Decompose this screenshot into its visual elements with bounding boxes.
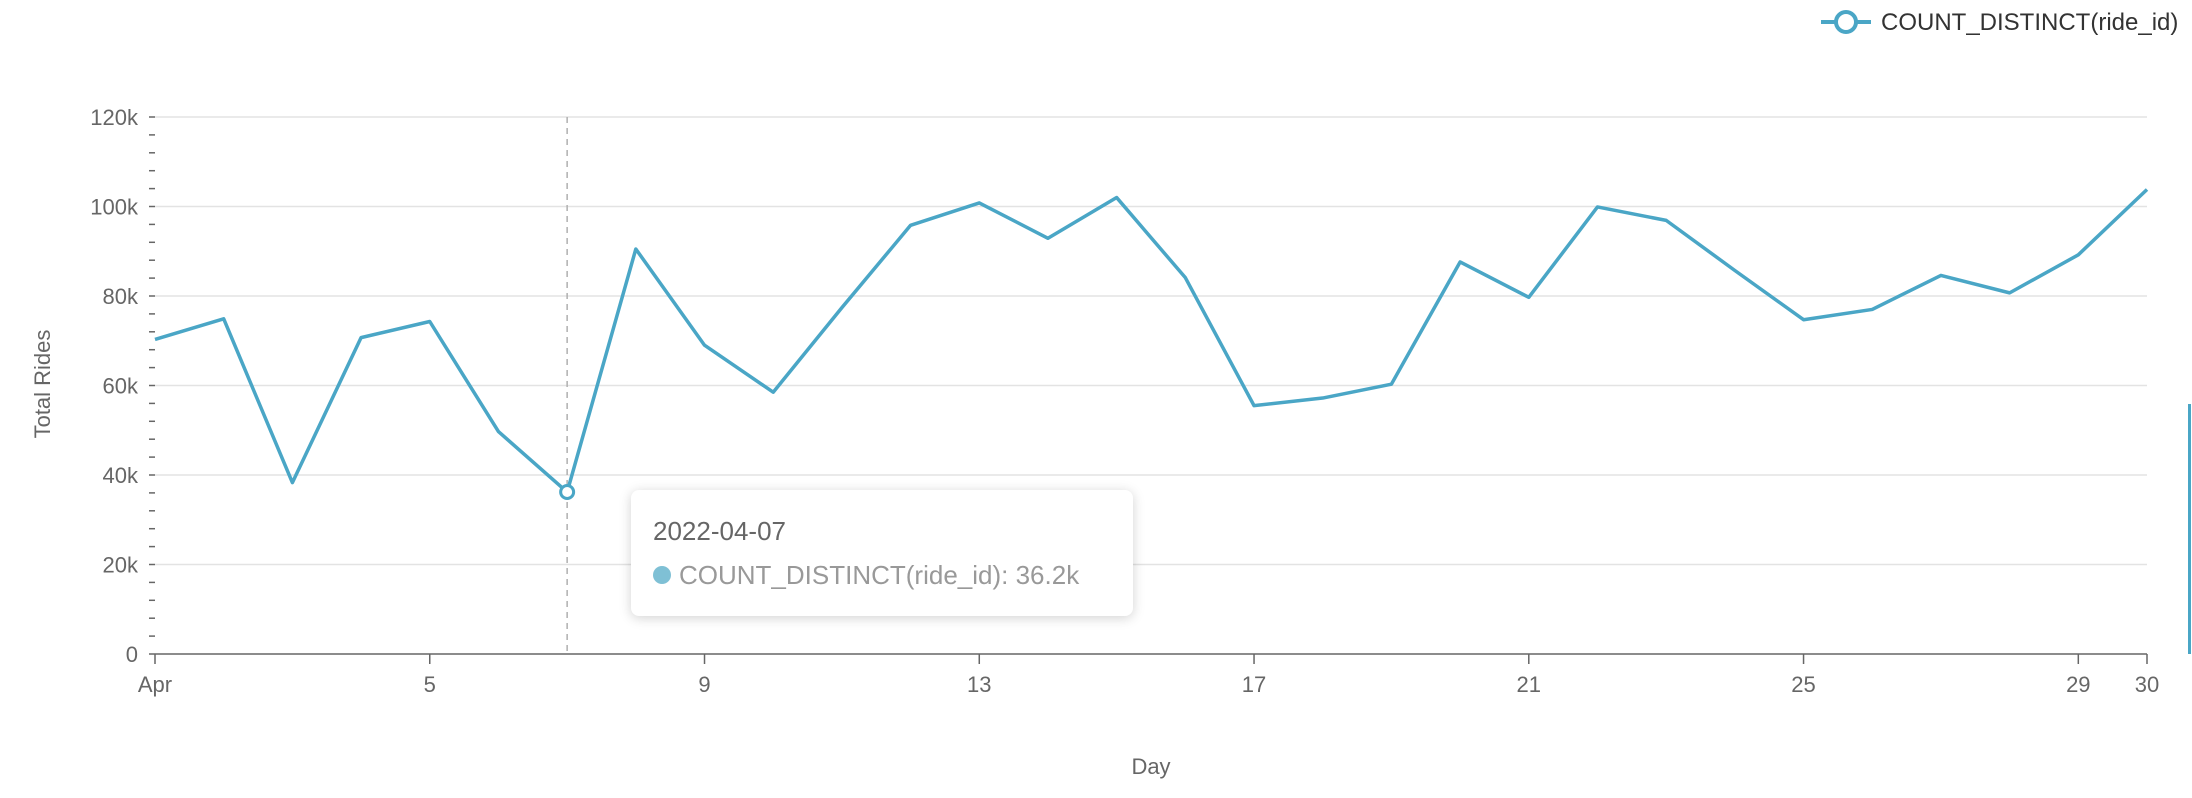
y-tick-label: 120k [90, 105, 139, 130]
y-tick-label: 60k [103, 374, 139, 399]
x-tick-label: 17 [1242, 672, 1266, 697]
x-tick-label: 29 [2066, 672, 2090, 697]
data-point[interactable] [970, 194, 988, 212]
y-tick-label: 100k [90, 195, 139, 220]
data-point[interactable] [283, 474, 301, 492]
data-point[interactable] [1520, 288, 1538, 306]
data-point[interactable] [1176, 269, 1194, 287]
tooltip-series-value: COUNT_DISTINCT(ride_id): 36.2k [679, 560, 1080, 590]
x-tick-label: 13 [967, 672, 991, 697]
legend[interactable]: COUNT_DISTINCT(ride_id) [1821, 9, 2178, 36]
x-tick-label: 5 [424, 672, 436, 697]
data-point[interactable] [1451, 253, 1469, 271]
series-line [154, 188, 2149, 494]
data-point[interactable] [352, 329, 370, 347]
x-tick-label: Apr [138, 672, 172, 697]
y-tick-label: 80k [103, 284, 139, 309]
series-layer [146, 180, 2156, 501]
legend-circle-icon [1834, 10, 1858, 34]
data-point[interactable] [902, 216, 920, 234]
y-axis-ticks: 0 20k 40k 60k 80k 100k 120k [90, 105, 155, 667]
data-point[interactable] [146, 330, 164, 348]
tooltip-title: 2022-04-07 [653, 516, 786, 546]
data-point[interactable] [2069, 246, 2087, 264]
data-point[interactable] [2138, 180, 2156, 198]
gridlines [155, 116, 2147, 566]
tooltip: 2022-04-07 COUNT_DISTINCT(ride_id): 36.2… [631, 490, 1133, 616]
highlighted-data-point[interactable] [559, 484, 576, 501]
data-point[interactable] [1588, 198, 1606, 216]
x-tick-label: 21 [1517, 672, 1541, 697]
data-point[interactable] [489, 423, 507, 441]
data-point[interactable] [1657, 211, 1675, 229]
data-point[interactable] [1108, 189, 1126, 207]
data-point[interactable] [421, 313, 439, 331]
data-point[interactable] [1245, 397, 1263, 415]
x-tick-label: 30 [2135, 672, 2159, 697]
x-axis-title: Day [1131, 754, 1170, 779]
edge-scroll-indicator [2188, 404, 2191, 654]
data-point[interactable] [1726, 261, 1744, 279]
x-tick-label: 25 [1791, 672, 1815, 697]
data-point[interactable] [2001, 284, 2019, 302]
data-point[interactable] [1795, 311, 1813, 329]
data-point[interactable] [215, 310, 233, 328]
data-point[interactable] [1932, 266, 1950, 284]
legend-label: COUNT_DISTINCT(ride_id) [1881, 9, 2178, 36]
data-point[interactable] [764, 383, 782, 401]
tooltip-dot-icon [653, 566, 671, 585]
data-point[interactable] [1382, 375, 1400, 393]
data-point[interactable] [1039, 229, 1057, 247]
data-point[interactable] [833, 299, 851, 317]
data-point[interactable] [1863, 300, 1881, 318]
tooltip-row: COUNT_DISTINCT(ride_id): 36.2k [653, 560, 1111, 590]
y-tick-label: 20k [103, 553, 139, 578]
data-point[interactable] [627, 240, 645, 258]
data-point[interactable] [696, 336, 714, 354]
x-axis-ticks: Apr 5 9 13 17 21 25 29 30 [138, 654, 2159, 697]
y-tick-label: 0 [126, 642, 138, 667]
x-tick-label: 9 [698, 672, 710, 697]
data-point[interactable] [1314, 389, 1332, 407]
y-tick-label: 40k [103, 463, 139, 488]
y-axis-title: Total Rides [30, 330, 55, 439]
